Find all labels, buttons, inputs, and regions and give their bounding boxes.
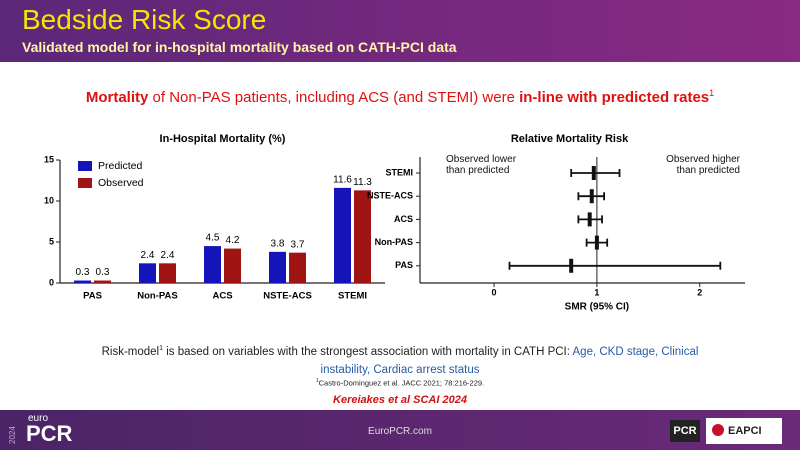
y-tick-label: 10 [44,195,54,205]
bar [334,187,351,283]
bar [204,246,221,283]
headline-text: of Non-PAS patients, including ACS (and … [148,89,520,106]
value-label: 2.4 [141,250,155,261]
headline-sup: 1 [709,88,715,98]
bar [289,252,306,283]
reference-sup: 1 [315,378,319,384]
reference-text: Castro-Dominguez et al. JACC 2021; 78:21… [318,378,485,388]
x-tick-label: 1 [594,287,599,297]
chart-title: In-Hospital Mortality (%) [160,133,286,145]
value-label: 11.3 [353,177,372,188]
citation: Kereiakes et al SCAI 2024 [333,394,467,406]
x-tick-label: NSTE-ACS [263,291,312,302]
y-tick-label: NSTE-ACS [367,191,413,201]
note-highlight: Age, CKD stage, Clinical instability, Ca… [320,345,699,376]
headline-bold: in-line with predicted rates [519,89,710,106]
footer-brand-top: euro [28,413,49,424]
note: Risk-model1 is based on variables with t… [95,340,705,379]
y-tick-label: Non-PAS [375,237,413,247]
x-tick-label: 0 [492,287,497,297]
estimate [569,258,574,273]
footer-logo-icon [712,424,724,436]
legend-label: Observed [98,177,144,189]
legend-swatch [78,161,92,171]
value-label: 0.3 [76,267,90,278]
estimate [594,235,599,250]
title: Bedside Risk Score [22,4,267,35]
x-axis-label: SMR (95% CI) [565,302,629,313]
y-tick-label: 15 [44,154,54,164]
y-tick-label: STEMI [385,167,413,177]
reference: 1Castro-Dominguez et al. JACC 2021; 78:2… [0,378,800,388]
y-tick-label: 0 [49,277,54,287]
x-tick-label: PAS [83,291,102,302]
value-label: 4.2 [226,235,240,246]
subtitle: Validated model for in-hospital mortalit… [22,39,457,55]
footer-logo: PCR [670,420,700,442]
bar [139,263,156,283]
value-label: 0.3 [96,267,110,278]
bar [74,280,91,283]
header-bar [0,0,800,62]
estimate [589,189,594,204]
x-tick-label: ACS [212,291,232,302]
annotation: Observed higher than predicted [666,154,740,176]
value-label: 3.8 [271,238,285,249]
y-tick-label: 5 [49,236,54,246]
chart-title: Relative Mortality Risk [511,133,629,145]
bar [94,280,111,283]
x-tick-label: 2 [697,287,702,297]
headline-bold: Mortality [85,89,149,106]
estimate [587,212,592,227]
note-text: is based on variables with the strongest… [163,345,573,358]
bar [269,251,286,283]
footer-url[interactable]: EuroPCR.com [368,426,432,437]
x-tick-label: Non-PAS [137,291,177,302]
note-sup: 1 [159,345,163,352]
value-label: 3.7 [291,239,305,250]
ci-whisker [508,261,722,270]
note-text: Risk-model [101,345,160,358]
value-label: 4.5 [206,233,220,244]
legend-label: Predicted [98,160,143,172]
footer-bar [0,410,800,450]
footer-logo: EAPCI [706,418,782,444]
headline: Mortality of Non-PAS patients, including… [0,88,800,106]
value-label: 11.6 [333,175,352,186]
y-tick-label: PAS [395,260,413,270]
footer-brand: PCR [26,421,73,446]
estimate [591,166,596,180]
x-tick-label: STEMI [338,291,367,302]
bar [159,263,176,283]
annotation: Observed lower than predicted [446,154,517,176]
bar [224,248,241,283]
legend-swatch [78,178,92,188]
bar [354,190,371,283]
value-label: 2.4 [161,250,175,261]
y-tick-label: ACS [394,214,413,224]
